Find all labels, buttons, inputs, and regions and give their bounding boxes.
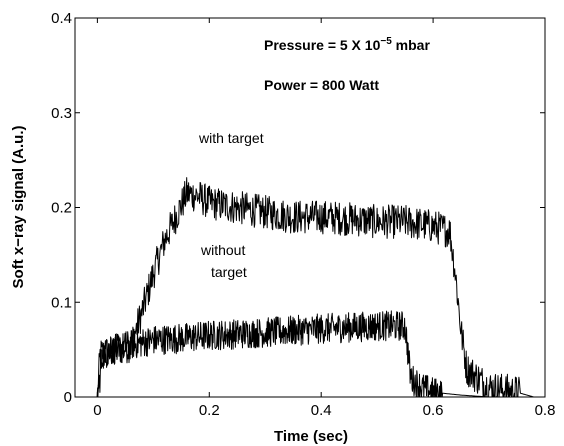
y-tick-label: 0 [64, 389, 72, 406]
series-line-with-target [86, 177, 534, 398]
y-axis-label: Soft x−ray signal (A.u.) [10, 126, 27, 289]
series-layer [86, 177, 534, 398]
pressure-prefix: Pressure = 5 X 10 [264, 37, 381, 53]
x-tick-label: 0.4 [311, 402, 332, 419]
series-line-without-target [86, 310, 518, 398]
y-tick-label: 0.4 [51, 10, 72, 27]
x-tick-label: 0.6 [423, 402, 444, 419]
y-tick-label: 0.2 [51, 200, 72, 217]
x-axis-label: Time (sec) [274, 428, 348, 445]
power-annotation: Power = 800 Watt [264, 77, 379, 93]
x-tick-label: 0 [93, 402, 101, 419]
y-tick-label: 0.1 [51, 294, 72, 311]
y-tick-label: 0.3 [51, 105, 72, 122]
x-tick-label: 0.2 [199, 402, 220, 419]
ticks-layer: 0 0.2 0.4 0.6 0.8 0 0.1 0.2 0.3 0.4 [51, 10, 555, 419]
without-target-label-line2: target [211, 264, 247, 280]
with-target-label: with target [198, 130, 264, 146]
pressure-annotation: Pressure = 5 X 10−5 mbar [264, 36, 430, 53]
pressure-unit: mbar [392, 37, 431, 53]
without-target-label-line1: without [200, 242, 245, 258]
x-tick-label: 0.8 [535, 402, 556, 419]
pressure-exponent: −5 [380, 36, 392, 47]
